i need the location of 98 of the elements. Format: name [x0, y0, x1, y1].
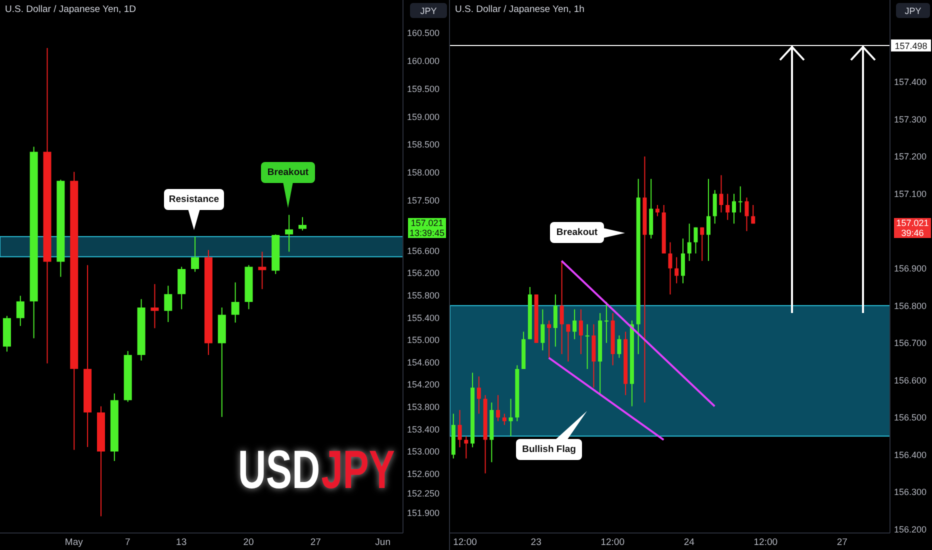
x-tick-label: 13	[176, 537, 187, 548]
y-tick-label: 157.100	[894, 189, 927, 200]
candlestick	[566, 324, 570, 362]
y-tick-label: 157.200	[894, 152, 927, 162]
x-tick-label: 12:00	[600, 537, 624, 548]
x-tick-label: 7	[124, 537, 130, 548]
text: 39:46	[894, 228, 931, 238]
candlestick	[674, 256, 679, 284]
ref-line-label: 157.498	[894, 40, 928, 51]
y-tick-label: 159.500	[407, 84, 440, 94]
candlestick	[712, 190, 717, 224]
y-tick-label: 156.600	[407, 246, 440, 256]
candlestick	[458, 410, 462, 448]
candlestick	[231, 282, 240, 324]
candlestick	[726, 193, 730, 220]
annotation: JPY	[321, 440, 395, 500]
candlestick	[547, 320, 552, 358]
y-tick-label: 157.400	[894, 77, 927, 88]
y-tick-label: 153.000	[407, 446, 440, 457]
x-tick-label: 23	[530, 537, 542, 548]
y-tick-label: 153.800	[407, 402, 440, 412]
y-tick-label: 160.000	[407, 56, 440, 66]
y-tick-label: 156.500	[894, 412, 927, 423]
y-tick-label: 155.400	[407, 312, 440, 323]
chart-title: U.S. Dollar / Japanese Yen, 1D	[5, 4, 136, 15]
candlestick	[585, 324, 590, 370]
text: 13:39:45	[408, 228, 446, 238]
candlestick	[617, 334, 622, 358]
candlestick	[502, 413, 506, 426]
x-tick-label: 12:00	[453, 537, 477, 548]
candlestick	[496, 394, 500, 422]
annotation: Breakout	[261, 162, 315, 183]
candlestick	[560, 260, 564, 355]
candlestick	[744, 197, 749, 232]
y-tick-label: 151.900	[407, 508, 440, 518]
y-tick-label: 154.200	[407, 380, 440, 390]
candlestick	[738, 186, 742, 213]
y-tick-label: 160.500	[407, 28, 440, 38]
x-tick-label: May	[64, 537, 84, 548]
y-tick-label: 158.500	[407, 140, 440, 150]
candlestick	[578, 308, 583, 355]
annotation: Breakout	[550, 222, 604, 243]
annotation: Resistance	[164, 189, 224, 210]
y-tick-label: 152.600	[407, 469, 440, 480]
y-tick-label: 154.600	[407, 357, 440, 368]
x-tick-label: 24	[684, 537, 694, 548]
candlestick	[464, 436, 468, 459]
candlestick	[16, 295, 24, 326]
y-tick-label: 156.300	[894, 487, 927, 498]
y-tick-label: 158.000	[407, 168, 440, 178]
candlestick	[298, 216, 306, 231]
y-tick-label: 157.300	[894, 114, 927, 124]
x-tick-label: Jun	[375, 537, 391, 548]
candlestick	[164, 285, 172, 323]
text: 157.021	[408, 218, 446, 228]
candlestick	[668, 242, 672, 295]
x-tick-label: 20	[243, 537, 254, 548]
annotation: USD	[238, 440, 320, 500]
y-tick-label: 152.250	[407, 488, 440, 499]
candlestick	[604, 301, 608, 344]
candlestick	[655, 204, 660, 217]
annotation: Bullish Flag	[516, 439, 582, 460]
candlestick	[687, 223, 692, 262]
candlestick	[476, 376, 481, 414]
candlestick	[540, 308, 545, 351]
candlestick	[553, 294, 558, 348]
candlestick	[191, 236, 200, 272]
text: 157.021	[894, 218, 931, 228]
y-tick-label: 159.000	[407, 112, 440, 122]
y-tick-label: 155.800	[407, 290, 440, 300]
y-tick-label: 157.500	[407, 196, 440, 206]
candlestick	[706, 178, 710, 262]
y-tick-label: 156.800	[894, 300, 927, 311]
candlestick	[680, 238, 685, 284]
candlestick	[572, 308, 577, 340]
candlestick	[694, 226, 698, 254]
x-tick-label: 27	[836, 537, 848, 548]
candlestick	[285, 214, 294, 252]
y-tick-label: 156.200	[407, 268, 440, 278]
x-tick-label: 12:00	[754, 537, 778, 548]
candlestick	[751, 204, 756, 224]
y-tick-label: 156.200	[894, 524, 927, 534]
y-tick-label: 156.600	[894, 375, 927, 386]
y-tick-label: 156.900	[894, 264, 927, 274]
text: JPY	[410, 3, 447, 18]
x-tick-label: 27	[310, 537, 321, 548]
y-tick-label: 153.400	[407, 424, 440, 434]
candlestick	[719, 174, 724, 213]
chart-title: U.S. Dollar / Japanese Yen, 1h	[455, 4, 584, 15]
y-tick-label: 156.400	[894, 450, 927, 460]
candlestick	[258, 251, 266, 290]
candlestick	[150, 284, 159, 329]
text: JPY	[896, 3, 930, 18]
y-tick-label: 155.000	[407, 335, 440, 346]
candlestick	[700, 226, 704, 262]
candlestick	[732, 193, 736, 224]
y-tick-label: 156.700	[894, 338, 927, 348]
candlestick	[508, 398, 513, 437]
